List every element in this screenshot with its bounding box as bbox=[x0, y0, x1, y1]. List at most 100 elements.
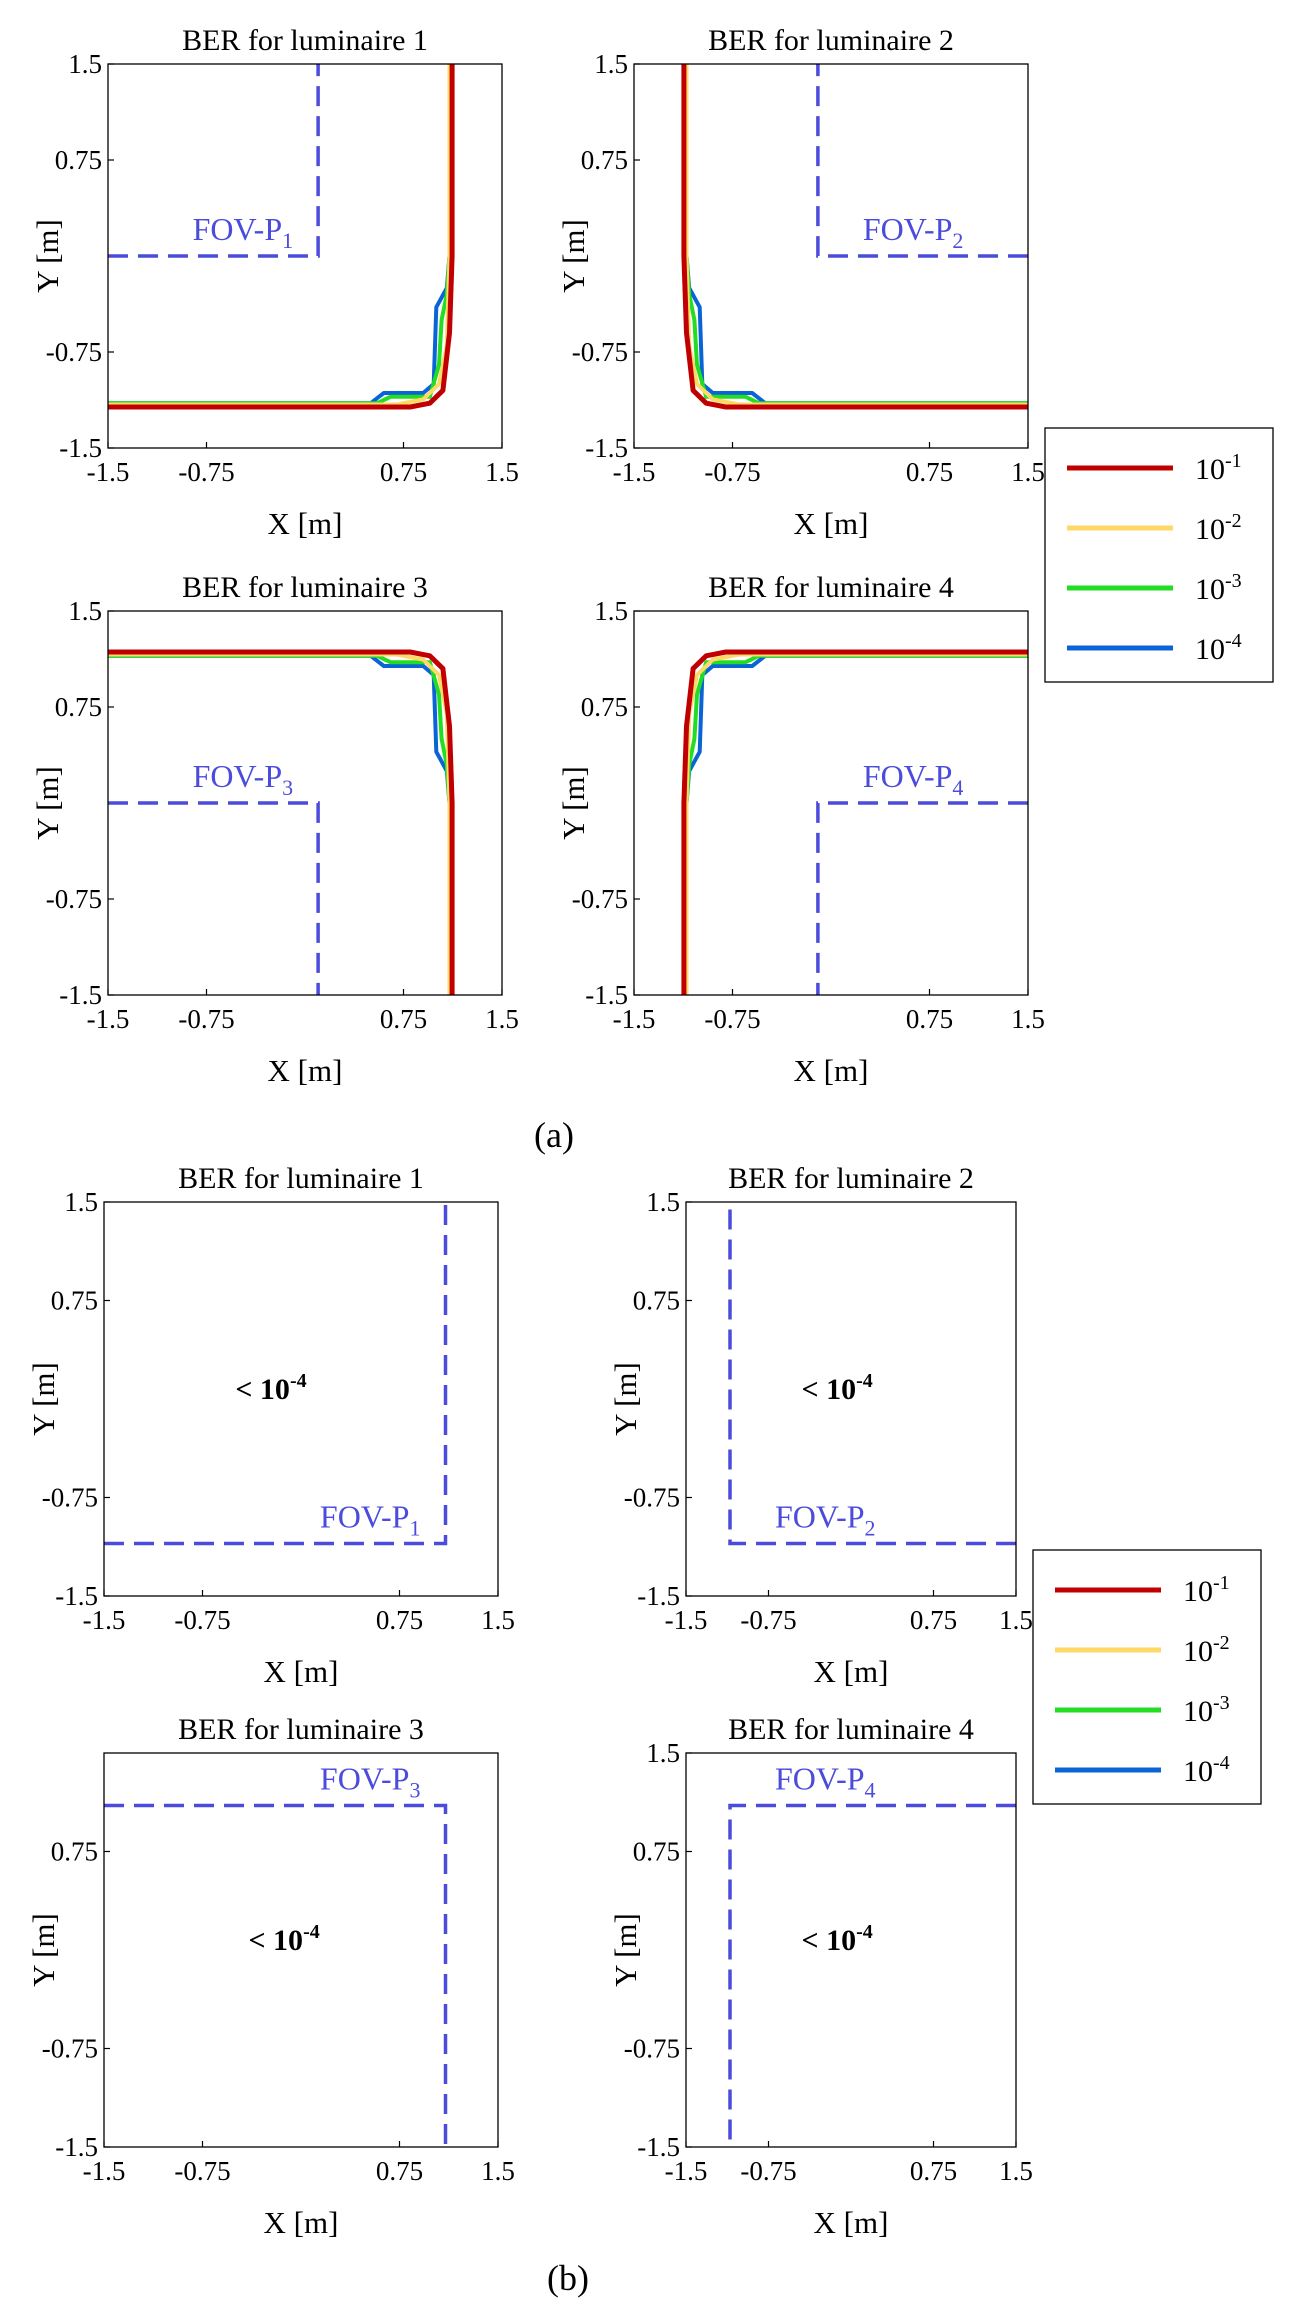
x-tick-label: -1.5 bbox=[613, 457, 656, 487]
subplot-5: BER for luminaire 1 -1.5 -0.75 0.75 1.5 1.5 0.… bbox=[26, 1162, 515, 1689]
subplot-title: BER for luminaire 4 bbox=[708, 571, 954, 604]
subplot-title: BER for luminaire 3 bbox=[178, 1713, 424, 1746]
ber-contour-10-1 bbox=[681, 649, 1028, 995]
fov-boundary bbox=[104, 1202, 448, 1546]
fov-label: FOV-P2 bbox=[775, 1498, 876, 1540]
subplot-4: BER for luminaire 4 -1.5 -0.75 0.75 1.5 1.5 0.… bbox=[556, 571, 1045, 1088]
legend-entry-label: 10-1 bbox=[1195, 450, 1242, 486]
x-tick-label: -1.5 bbox=[87, 1004, 130, 1034]
y-tick-label: 1.5 bbox=[594, 596, 628, 626]
y-tick-label: 0.75 bbox=[51, 1837, 98, 1867]
ber-contour-10-3 bbox=[108, 653, 452, 995]
fov-label: FOV-P4 bbox=[775, 1761, 876, 1803]
subplot-title: BER for luminaire 1 bbox=[178, 1162, 424, 1195]
x-axis-label: X [m] bbox=[814, 2205, 889, 2240]
fov-boundary bbox=[108, 801, 320, 995]
subplot-title: BER for luminaire 4 bbox=[728, 1713, 974, 1746]
x-tick-label: 1.5 bbox=[1011, 1004, 1045, 1034]
y-tick-label: -0.75 bbox=[624, 2034, 680, 2064]
y-tick-label: -0.75 bbox=[46, 337, 102, 367]
x-tick-label: 0.75 bbox=[380, 1004, 427, 1034]
fov-label: FOV-P4 bbox=[863, 758, 964, 800]
y-tick-label: 0.75 bbox=[633, 1286, 680, 1316]
fov-boundary bbox=[728, 1202, 1016, 1546]
axes-box bbox=[633, 610, 1029, 996]
legend-entry-label: 10-4 bbox=[1195, 630, 1242, 666]
y-tick-label: 1.5 bbox=[68, 49, 102, 79]
subplot-7: BER for luminaire 3 -1.5 -0.75 0.75 1.5 0.75 -… bbox=[26, 1713, 515, 2240]
x-tick-label: -0.75 bbox=[174, 2156, 230, 2186]
axes-box bbox=[107, 63, 503, 449]
x-tick-label: -0.75 bbox=[178, 1004, 234, 1034]
y-axis-label: Y [m] bbox=[26, 1913, 61, 1987]
x-tick-label: -0.75 bbox=[704, 1004, 760, 1034]
axes-box bbox=[633, 63, 1029, 449]
subplot-6: BER for luminaire 2 -1.5 -0.75 0.75 1.5 1.5 0.… bbox=[608, 1162, 1033, 1689]
y-tick-label: -1.5 bbox=[59, 433, 102, 463]
y-tick-label: 0.75 bbox=[581, 145, 628, 175]
fov-boundary bbox=[108, 64, 320, 258]
y-tick-label: 1.5 bbox=[594, 49, 628, 79]
subplot-title: BER for luminaire 2 bbox=[708, 24, 954, 57]
x-tick-label: 1.5 bbox=[481, 2156, 515, 2186]
y-tick-label: -1.5 bbox=[55, 1581, 98, 1611]
subplot-3: BER for luminaire 3 -1.5 -0.75 0.75 1.5 1.5 0.… bbox=[30, 571, 519, 1088]
x-tick-label: 0.75 bbox=[376, 2156, 423, 2186]
subplot-2: BER for luminaire 2 -1.5 -0.75 0.75 1.5 1.5 0.… bbox=[556, 24, 1045, 541]
y-tick-label: -1.5 bbox=[585, 980, 628, 1010]
axes-box bbox=[685, 1201, 1017, 1597]
y-tick-label: 1.5 bbox=[68, 596, 102, 626]
x-axis-label: X [m] bbox=[794, 1053, 869, 1088]
fov-label: FOV-P1 bbox=[193, 211, 294, 253]
y-axis-label: Y [m] bbox=[30, 219, 65, 293]
y-axis-label: Y [m] bbox=[608, 1362, 643, 1436]
fov-label: FOV-P3 bbox=[320, 1761, 421, 1803]
legend-entry-label: 10-2 bbox=[1183, 1632, 1230, 1668]
legend-entry-label: 10-4 bbox=[1183, 1752, 1230, 1788]
x-tick-label: -0.75 bbox=[178, 457, 234, 487]
axes-box bbox=[107, 610, 503, 996]
axes-box bbox=[685, 1752, 1017, 2148]
x-axis-label: X [m] bbox=[268, 1053, 343, 1088]
fov-label: FOV-P2 bbox=[863, 211, 964, 253]
subfigure-label: (b) bbox=[547, 2258, 589, 2298]
x-axis-label: X [m] bbox=[794, 506, 869, 541]
x-tick-label: 0.75 bbox=[906, 1004, 953, 1034]
ber-contour-10-2 bbox=[684, 64, 1028, 407]
y-tick-label: 0.75 bbox=[55, 145, 102, 175]
ber-contour-10-4 bbox=[108, 653, 452, 995]
legend-entry-label: 10-3 bbox=[1183, 1692, 1230, 1728]
x-tick-label: -1.5 bbox=[83, 1605, 126, 1635]
y-axis-label: Y [m] bbox=[30, 766, 65, 840]
fov-label: FOV-P3 bbox=[193, 758, 294, 800]
x-tick-label: -0.75 bbox=[740, 2156, 796, 2186]
x-tick-label: 1.5 bbox=[485, 457, 519, 487]
y-tick-label: -0.75 bbox=[42, 2034, 98, 2064]
ber-contour-10-2 bbox=[108, 652, 452, 995]
y-tick-label: -1.5 bbox=[637, 1581, 680, 1611]
x-tick-label: -0.75 bbox=[740, 1605, 796, 1635]
y-tick-label: 1.5 bbox=[646, 1187, 680, 1217]
x-tick-label: -0.75 bbox=[704, 457, 760, 487]
y-tick-label: -1.5 bbox=[637, 2132, 680, 2162]
x-tick-label: 1.5 bbox=[481, 1605, 515, 1635]
x-tick-label: 0.75 bbox=[910, 1605, 957, 1635]
ber-contour-10-3 bbox=[684, 64, 1028, 406]
x-tick-label: 0.75 bbox=[910, 2156, 957, 2186]
fov-boundary bbox=[816, 64, 1028, 258]
legend-entry-label: 10-2 bbox=[1195, 510, 1242, 546]
y-axis-label: Y [m] bbox=[26, 1362, 61, 1436]
axes-box bbox=[103, 1201, 499, 1597]
x-tick-label: 0.75 bbox=[380, 457, 427, 487]
x-tick-label: -1.5 bbox=[83, 2156, 126, 2186]
ber-contour-10-1 bbox=[108, 649, 455, 995]
legend-1: 10-1 10-2 10-3 10-4 bbox=[1044, 427, 1274, 683]
x-tick-label: 1.5 bbox=[999, 2156, 1033, 2186]
y-tick-label: 0.75 bbox=[633, 1837, 680, 1867]
x-tick-label: 1.5 bbox=[999, 1605, 1033, 1635]
y-axis-label: Y [m] bbox=[556, 219, 591, 293]
ber-contour-10-1 bbox=[108, 64, 455, 410]
subplot-title: BER for luminaire 3 bbox=[182, 571, 428, 604]
subplot-title: BER for luminaire 1 bbox=[182, 24, 428, 57]
